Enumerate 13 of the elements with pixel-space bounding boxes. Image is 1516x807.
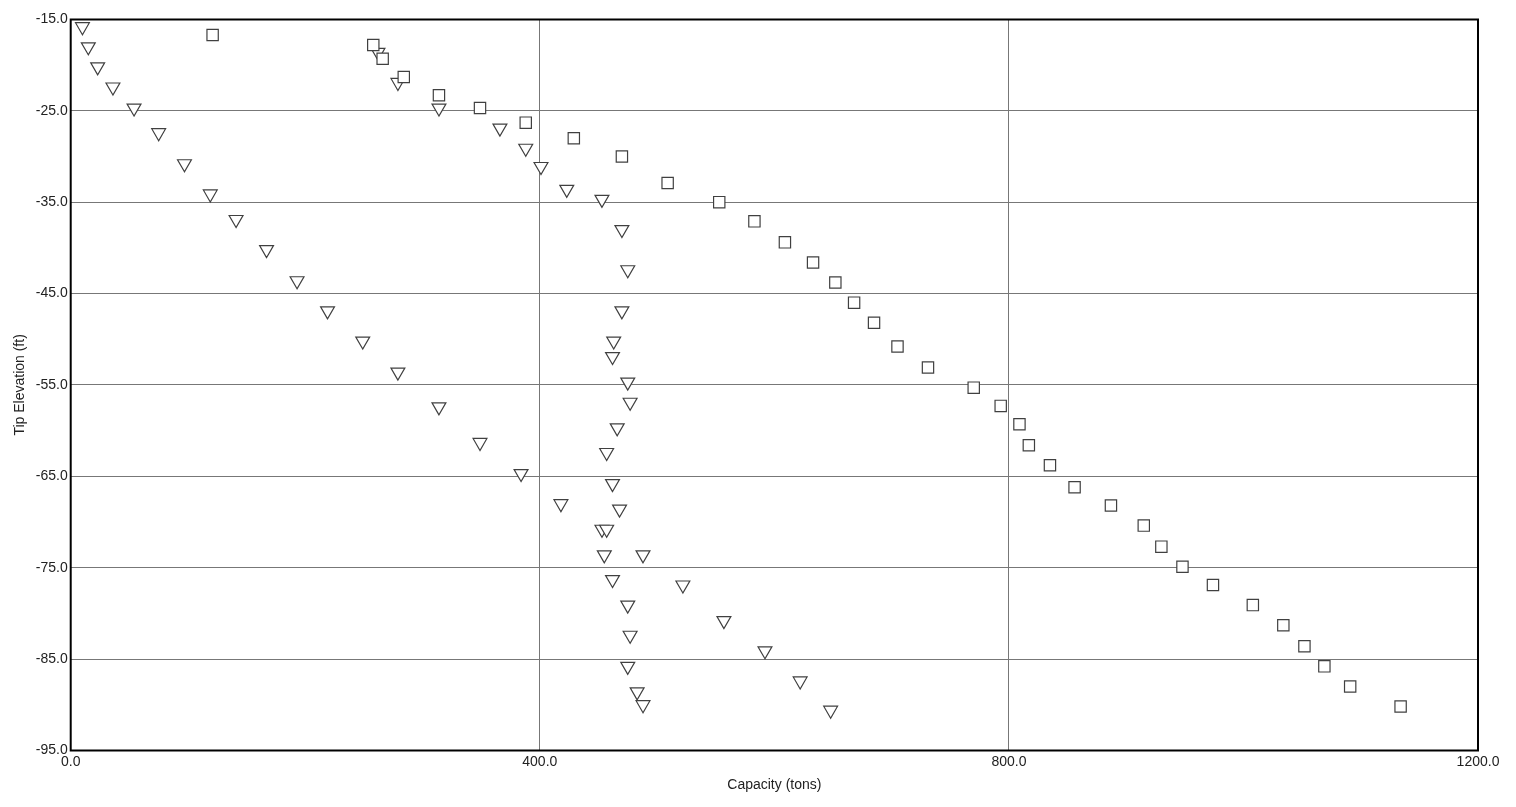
x-tick-label: 1200.0 xyxy=(1456,752,1500,769)
y-tick-label: -55.0 xyxy=(35,375,68,392)
y-tick-label: -75.0 xyxy=(35,558,68,575)
y-tick-label: -85.0 xyxy=(35,649,68,666)
y-tick-label: -25.0 xyxy=(35,101,68,118)
x-tick-label: 800.0 xyxy=(991,752,1027,769)
y-tick-label: -35.0 xyxy=(35,193,68,210)
x-tick-label: 400.0 xyxy=(522,752,558,769)
y-axis-title: Tip Elevation (ft) xyxy=(11,334,28,436)
y-tick-label: -65.0 xyxy=(35,467,68,484)
y-tick-label: -45.0 xyxy=(35,284,68,301)
x-axis-title: Capacity (tons) xyxy=(727,776,822,793)
y-tick-label: -15.0 xyxy=(35,10,68,27)
